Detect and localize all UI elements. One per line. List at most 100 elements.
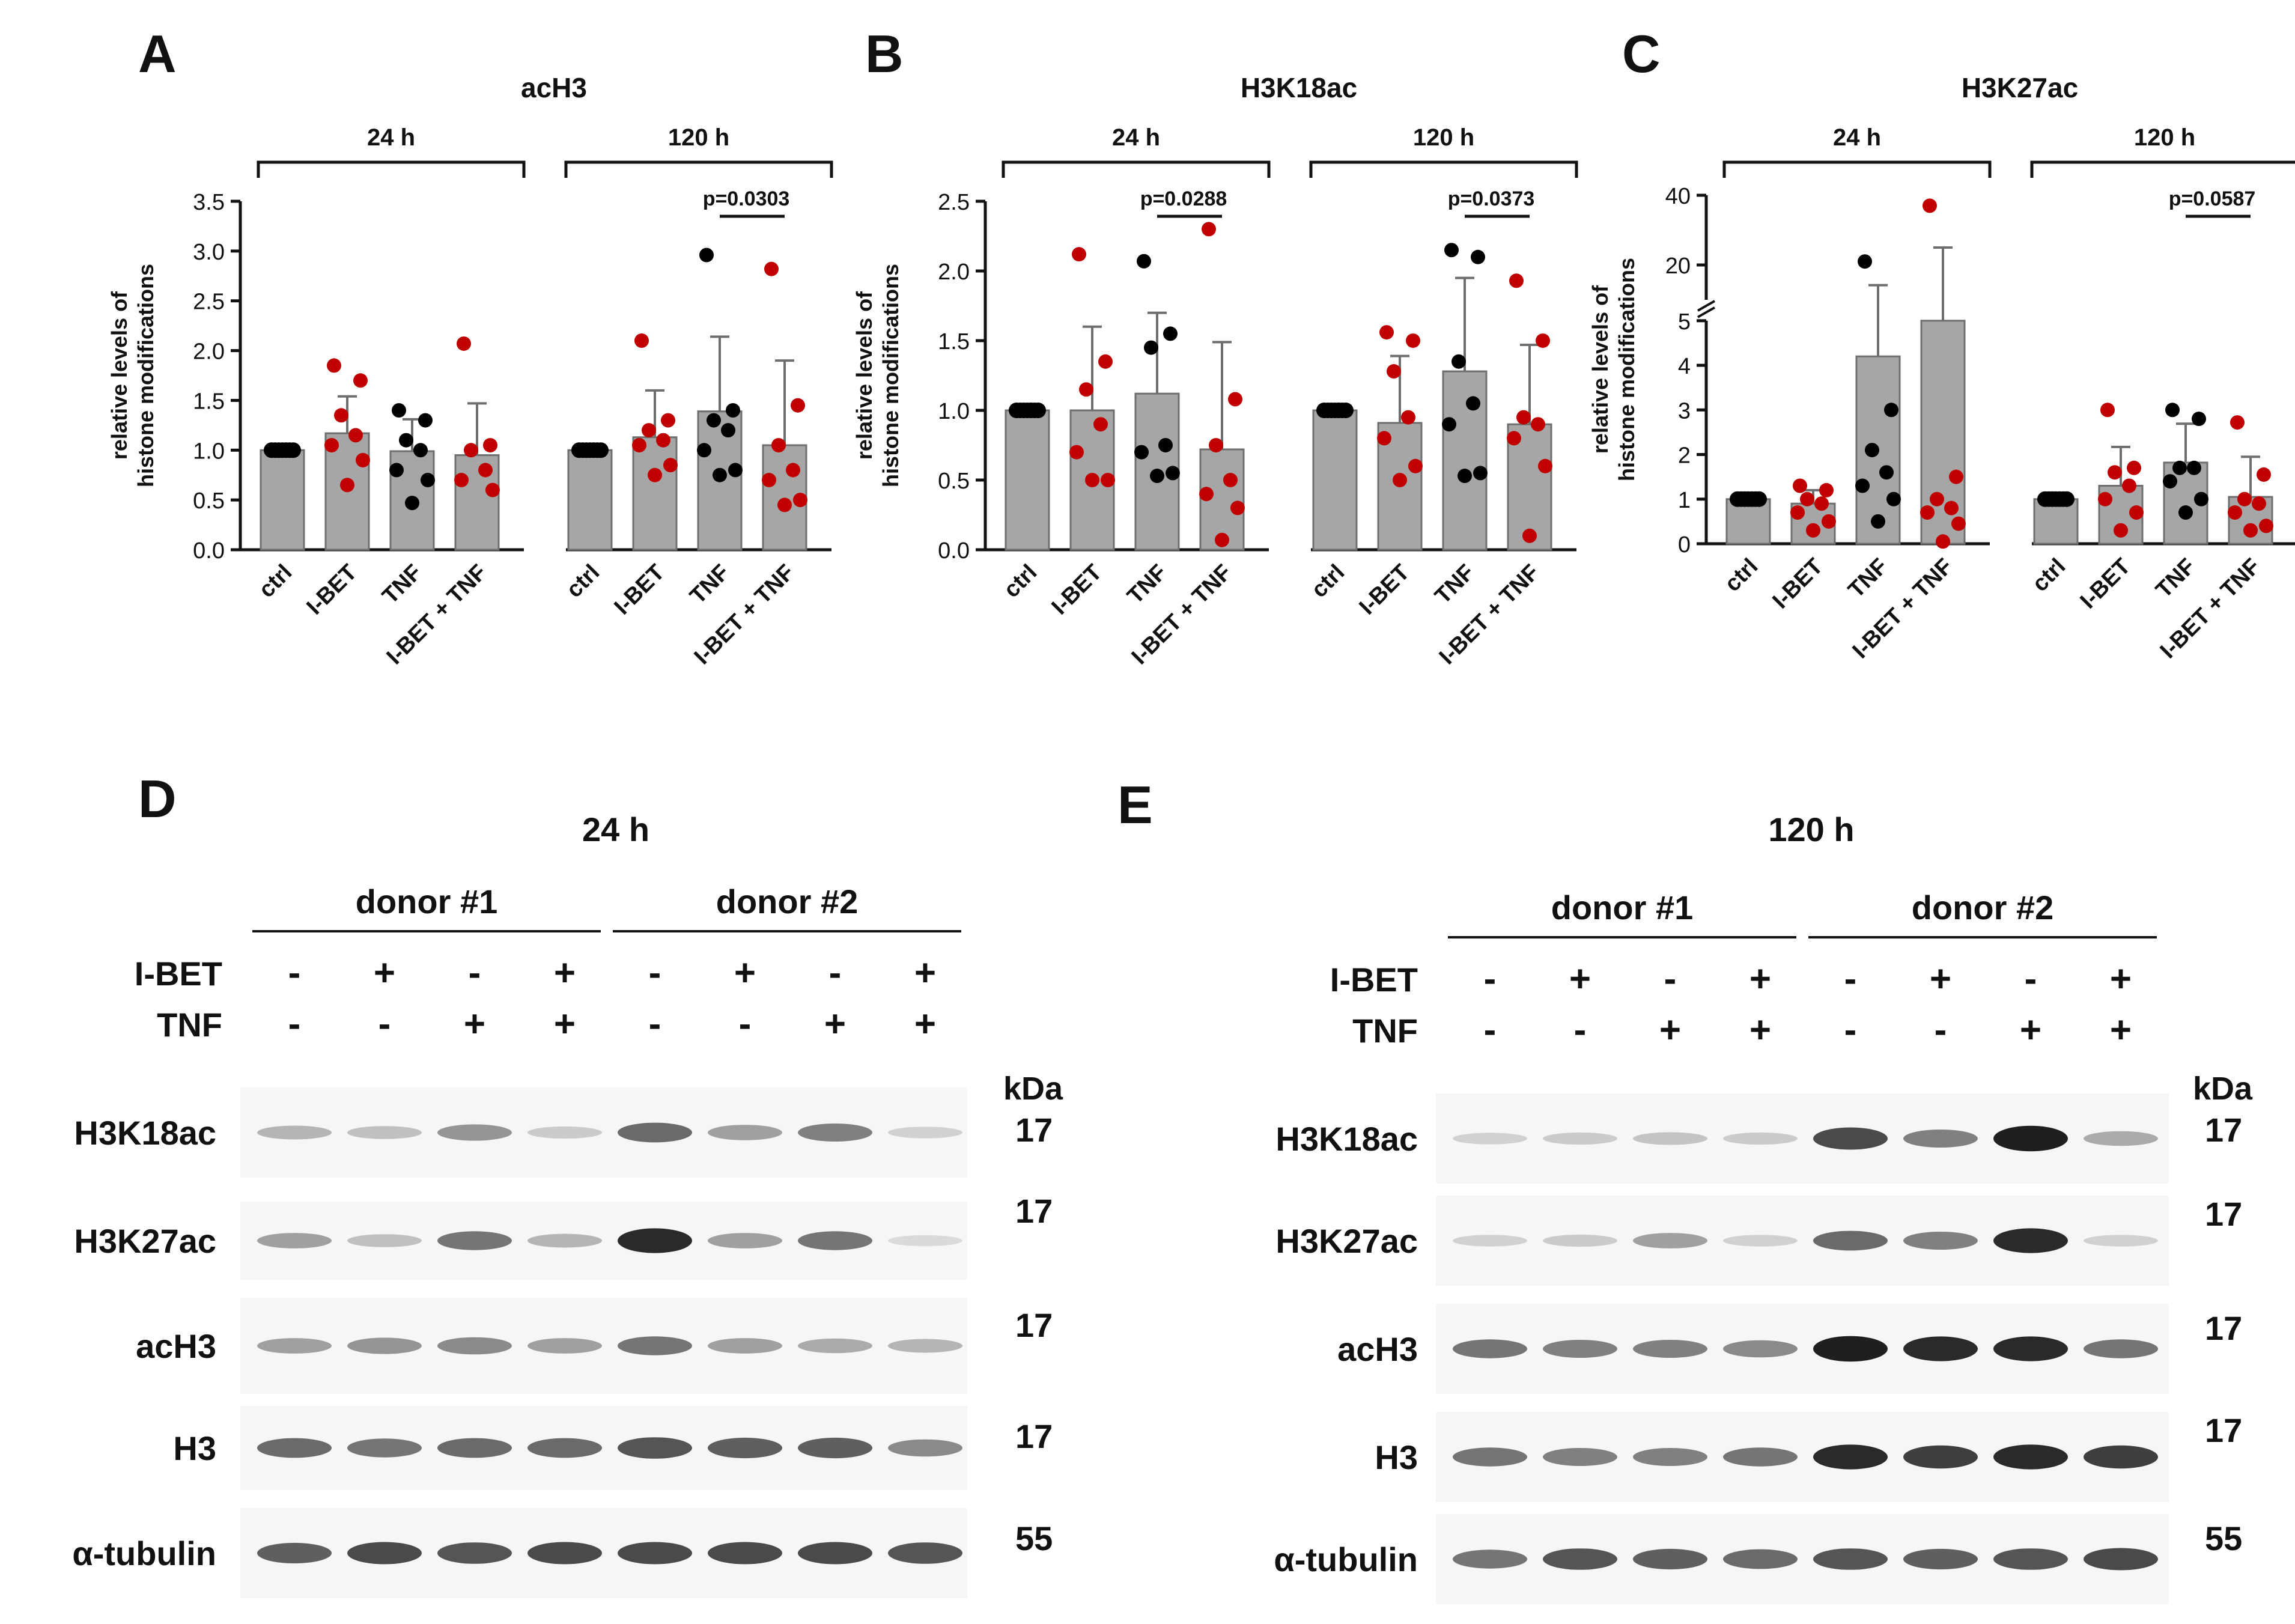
x-tick-label: ctrl: [999, 560, 1042, 603]
kda-value: 17: [2205, 1111, 2242, 1149]
blot-band: [798, 1542, 872, 1565]
blot-band: [888, 1235, 962, 1247]
data-point: [1936, 534, 1950, 549]
blot-band: [1993, 1548, 2068, 1570]
data-point: [2187, 460, 2201, 475]
data-point: [464, 443, 478, 458]
blot-band: [527, 1126, 602, 1139]
i-bet-sign: +: [1569, 958, 1591, 1000]
x-tick-label: ctrl: [1720, 554, 1763, 597]
data-point: [1509, 273, 1524, 288]
blot-band: [437, 1438, 512, 1458]
y-tick-label: 40: [1665, 184, 1691, 209]
data-point: [356, 452, 370, 467]
data-point: [392, 403, 406, 418]
data-point: [1444, 243, 1459, 258]
x-tick-label: TNF: [2151, 554, 2200, 603]
kda-value: 55: [2205, 1519, 2242, 1557]
i-bet-sign: -: [1664, 958, 1677, 1000]
data-point: [348, 428, 363, 443]
blot-row: H3 17: [173, 1406, 1053, 1490]
data-point: [1855, 478, 1870, 493]
kda-value: 17: [1015, 1417, 1053, 1455]
data-point: [1522, 528, 1537, 543]
data-point: [699, 248, 714, 263]
blot-band: [347, 1337, 422, 1354]
chart-a: 0.0 0.5 1.0 1.5 2.0 2.5 3.0 3.5 relative levels …: [107, 72, 833, 669]
i-bet-sign: +: [914, 952, 936, 994]
tnf-sign: -: [649, 1003, 661, 1045]
tnf-sign: +: [2110, 1009, 2132, 1051]
p-value: p=0.0373: [1448, 187, 1535, 210]
data-point: [771, 438, 786, 452]
blot-row-label: H3: [173, 1429, 216, 1467]
x-tick-label: TNF: [1843, 554, 1892, 603]
data-point: [1163, 326, 1178, 341]
panel-letter-e: E: [1117, 775, 1153, 835]
data-point: [786, 463, 800, 478]
x-tick-label: TNF: [377, 560, 427, 609]
data-point: [648, 467, 662, 482]
blot-time-label: 24 h: [582, 810, 649, 848]
blot-band: [618, 1437, 692, 1459]
blot-band: [618, 1336, 692, 1355]
blot-band: [437, 1542, 512, 1564]
y-tick-label: 0: [1678, 532, 1691, 558]
blot-band: [1543, 1234, 1617, 1247]
blot-band: [1903, 1336, 1978, 1361]
group-label: 120 h: [668, 124, 729, 151]
y-axis-label: relative levels of: [852, 291, 877, 460]
data-point: [721, 423, 735, 438]
blot-band: [257, 1542, 332, 1564]
blot-band: [888, 1127, 962, 1139]
data-point: [793, 493, 807, 508]
blot-band: [888, 1439, 962, 1457]
data-point: [1819, 482, 1834, 497]
blot-band: [1633, 1548, 1707, 1570]
x-tick-label: ctrl: [2028, 554, 2071, 597]
y-tick-label: 20: [1665, 254, 1691, 279]
blot-band: [1543, 1448, 1617, 1466]
y-tick-label: 4: [1678, 354, 1691, 379]
blot-band: [888, 1542, 962, 1564]
blot-band: [1723, 1549, 1798, 1569]
data-point: [1408, 458, 1423, 473]
blot-row-label: H3K18ac: [74, 1114, 216, 1152]
y-axis-label: histone modifications: [878, 264, 903, 487]
data-point: [1531, 417, 1545, 432]
blot-band: [1993, 1228, 2068, 1253]
data-point: [2059, 491, 2075, 507]
donor-label: donor #2: [716, 883, 858, 920]
p-value: p=0.0587: [2169, 187, 2256, 210]
western-blots: 24 h donor #1 donor #2 I-BET TNF - + - + - + - + - - + +…: [72, 810, 2253, 1604]
data-point: [1093, 417, 1108, 432]
y-tick-label: 2.0: [193, 339, 225, 365]
i-bet-sign: +: [554, 952, 576, 994]
data-point: [2178, 505, 2193, 520]
blot-row: H3K27ac 17: [74, 1192, 1053, 1280]
x-tick-label: I-BET: [2076, 554, 2136, 614]
blot-band: [1993, 1125, 2068, 1152]
blot-row-label: acH3: [136, 1327, 216, 1365]
x-tick-label: ctrl: [1307, 560, 1350, 603]
blot-band: [1723, 1132, 1798, 1145]
x-tick-label: TNF: [1122, 560, 1172, 609]
i-bet-sign: -: [469, 952, 481, 994]
kda-value: 17: [2205, 1309, 2242, 1347]
blot-band: [1543, 1132, 1617, 1145]
tnf-sign: +: [914, 1003, 936, 1045]
bar: [567, 449, 613, 551]
bar: [632, 436, 678, 551]
blot-band: [2084, 1445, 2158, 1469]
blot-band: [1903, 1548, 1978, 1570]
data-point: [1451, 354, 1466, 369]
panel-letters: A B C D E: [138, 24, 1661, 835]
data-point: [1158, 438, 1173, 452]
data-point: [1202, 222, 1216, 237]
data-point: [656, 433, 670, 448]
tnf-sign: +: [1749, 1009, 1771, 1051]
data-point: [2108, 465, 2122, 480]
blot-band: [1453, 1339, 1527, 1358]
group-label: 120 h: [1413, 124, 1474, 151]
